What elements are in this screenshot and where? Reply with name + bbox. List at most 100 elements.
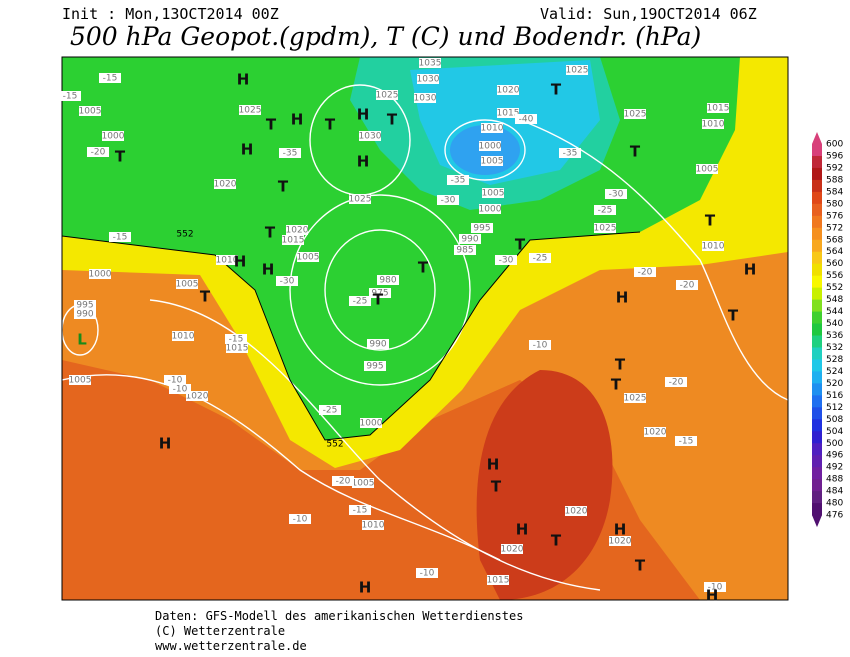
- low-marker: T: [615, 356, 626, 374]
- colorbar-tick-label: 548: [826, 295, 843, 305]
- pressure-label: 1020: [565, 507, 588, 517]
- low-marker: T: [551, 81, 562, 99]
- colorbar-tick-label: 488: [826, 475, 843, 485]
- footer-line: Daten: GFS-Modell des amerikanischen Wet…: [155, 609, 523, 623]
- temperature-label: -35: [563, 149, 578, 159]
- pressure-label: 1000: [479, 205, 502, 215]
- pressure-label-box: [702, 241, 724, 251]
- temperature-label: -30: [280, 277, 295, 287]
- temperature-label: -20: [680, 281, 695, 291]
- temperature-label: -35: [283, 149, 298, 159]
- colorbar-band: [812, 323, 822, 337]
- pressure-label: 1020: [497, 86, 520, 96]
- temperature-label-box: [279, 148, 301, 158]
- temperature-label-box: [59, 91, 81, 101]
- colorbar-tick-label: 476: [826, 511, 843, 521]
- colorbar-tick-label: 532: [826, 343, 843, 353]
- low-marker: T: [551, 532, 562, 550]
- temperature-label: -10: [293, 515, 308, 525]
- valid-time: Valid: Sun,19OCT2014 06Z: [540, 5, 757, 23]
- pressure-label: 1005: [481, 157, 504, 167]
- low-marker: T: [491, 478, 502, 496]
- pressure-label-box: [702, 119, 724, 129]
- temperature-label: -20: [336, 477, 351, 487]
- pressure-label-box: [481, 156, 503, 166]
- high-marker: H: [357, 153, 370, 171]
- colorbar-band: [812, 179, 822, 193]
- pressure-label: 1015: [282, 236, 305, 246]
- pressure-label-box: [565, 506, 587, 516]
- pressure-label-box: [74, 309, 96, 319]
- pressure-label-box: [419, 58, 441, 68]
- pressure-label: 1005: [69, 376, 92, 386]
- pressure-label: 1030: [359, 132, 382, 142]
- colorbar-band: [812, 467, 822, 480]
- high-marker: H: [616, 289, 629, 307]
- temperature-label: -30: [609, 190, 624, 200]
- pressure-label-box: [479, 204, 501, 214]
- pressure-label: 990: [369, 340, 386, 350]
- pressure-label: 1005: [297, 253, 320, 263]
- pressure-label-box: [359, 131, 381, 141]
- temperature-label-box: [675, 436, 697, 446]
- colorbar-band: [812, 407, 822, 420]
- temperature-label: -10: [173, 385, 188, 395]
- low-marker: T: [265, 224, 276, 242]
- high-marker: H: [291, 111, 304, 129]
- pressure-label: 1015: [487, 576, 510, 586]
- pressure-label: 1010: [216, 256, 239, 266]
- pressure-label: 980: [379, 276, 396, 286]
- temperature-label: -25: [323, 406, 338, 416]
- pressure-label-box: [364, 361, 386, 371]
- colorbar-tick-label: 512: [826, 403, 843, 413]
- pressure-label-box: [696, 164, 718, 174]
- pressure-label-box: [367, 339, 389, 349]
- colorbar-tick-label: 572: [826, 223, 843, 233]
- temperature-label-box: [319, 405, 341, 415]
- pressure-label-box: [414, 93, 436, 103]
- low-marker: T: [515, 236, 526, 254]
- pressure-label: 1025: [349, 195, 372, 205]
- pressure-label: 975: [371, 289, 388, 299]
- pressure-label: 1005: [482, 189, 505, 199]
- high-marker: H: [234, 253, 247, 271]
- pressure-label: 1020: [214, 180, 237, 190]
- colorbar-band: [812, 275, 822, 289]
- colorbar-band: [812, 167, 822, 181]
- low-marker: T: [418, 259, 429, 277]
- high-marker: H: [159, 435, 172, 453]
- pressure-label: 1020: [186, 392, 209, 402]
- pressure-label-box: [624, 393, 646, 403]
- temperature-label: -10: [420, 569, 435, 579]
- temperature-label-box: [349, 505, 371, 515]
- temperature-label-box: [437, 195, 459, 205]
- pressure-label-box: [481, 123, 503, 133]
- pressure-label-box: [226, 343, 248, 353]
- low-marker: T: [630, 143, 641, 161]
- pressure-label-box: [454, 245, 476, 255]
- high-marker: H: [357, 106, 370, 124]
- contour-label: 552: [176, 230, 193, 240]
- temperature-label: -30: [499, 256, 514, 266]
- colorbar-tick-label: 568: [826, 235, 843, 245]
- pressure-label-box: [624, 109, 646, 119]
- high-marker: H: [241, 141, 254, 159]
- pressure-label: 1010: [702, 120, 725, 130]
- temperature-label-box: [225, 334, 247, 344]
- temperature-label-box: [276, 276, 298, 286]
- pressure-label: 1010: [172, 332, 195, 342]
- pressure-label-box: [471, 223, 493, 233]
- low-marker: T: [611, 376, 622, 394]
- colorbar-tick-label: 528: [826, 355, 843, 365]
- temperature-label-box: [164, 375, 186, 385]
- pressure-label-box: [497, 85, 519, 95]
- pressure-label-box: [369, 288, 391, 298]
- pressure-label: 1020: [609, 537, 632, 547]
- low-marker: T: [373, 291, 384, 309]
- map-frame: [61, 56, 789, 601]
- colorbar-tick-label: 508: [826, 415, 843, 425]
- pressure-label: 990: [461, 235, 478, 245]
- temperature-label-box: [169, 384, 191, 394]
- colorbar-band: [812, 215, 822, 229]
- pressure-label: 1025: [594, 224, 617, 234]
